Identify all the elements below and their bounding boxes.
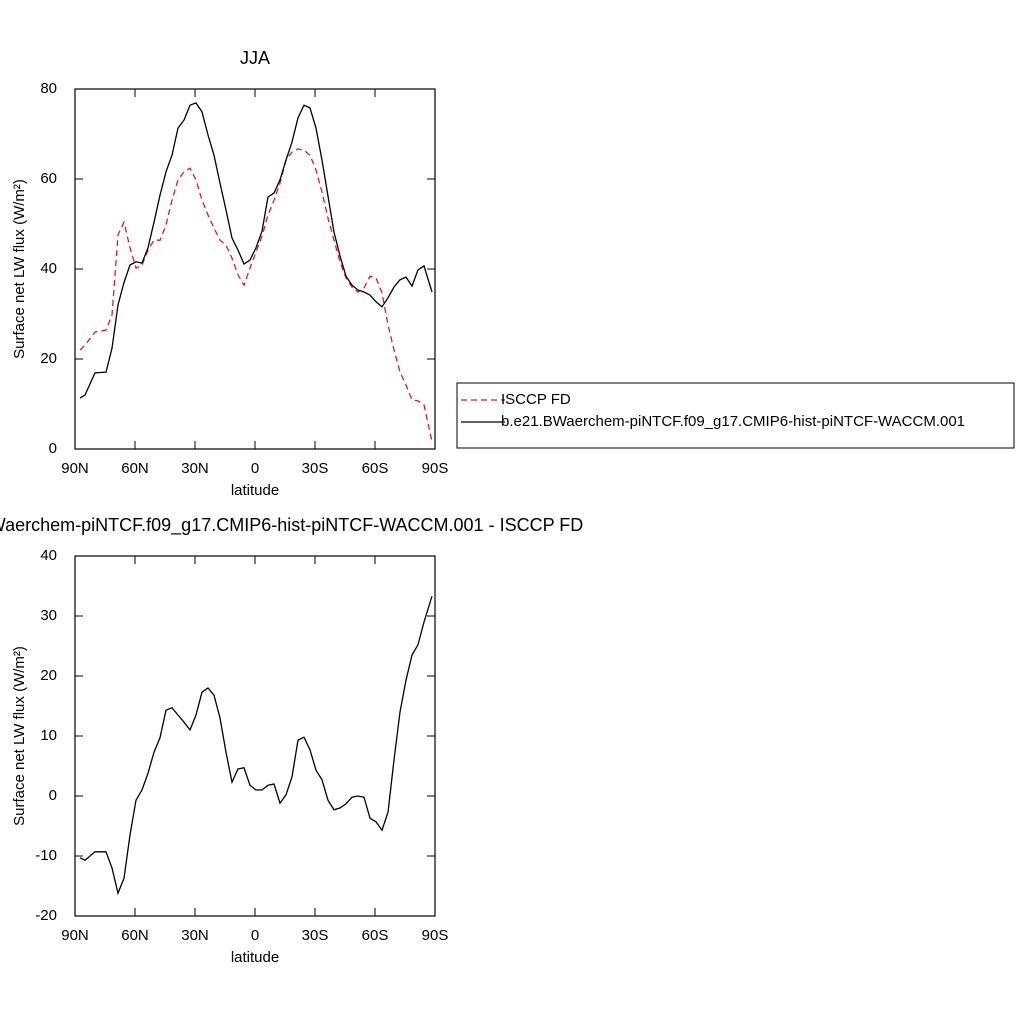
x-tick-label: 30S: [302, 460, 329, 477]
x-axis-label: latitude: [231, 482, 279, 499]
x-tick-label: 90S: [422, 927, 449, 944]
chart-title: JJA: [240, 48, 270, 68]
y-tick-label: 0: [49, 440, 57, 457]
legend-label: ISCCP FD: [501, 391, 571, 408]
y-tick-label: 80: [40, 80, 57, 97]
y-tick-label: -10: [35, 847, 57, 864]
y-tick-label: 60: [40, 170, 57, 187]
plot-frame: [74, 555, 436, 917]
x-tick-label: 60S: [362, 927, 389, 944]
y-tick-label: 40: [40, 547, 57, 564]
x-tick-label: 90N: [61, 927, 89, 944]
legend-label: b.e21.BWaerchem-piNTCF.f09_g17.CMIP6-his…: [501, 413, 965, 430]
x-tick-label: 60N: [121, 460, 149, 477]
x-tick-label: 30N: [181, 460, 209, 477]
x-tick-label: 0: [251, 927, 259, 944]
chart-title: b.e21.BWaerchem-piNTCF.f09_g17.CMIP6-his…: [0, 515, 583, 536]
y-tick-label: 40: [40, 260, 57, 277]
y-tick-label: 20: [40, 667, 57, 684]
data-line: [79, 148, 433, 442]
y-axis-label: Surface net LW flux (W/m²): [11, 179, 28, 359]
y-tick-label: 20: [40, 350, 57, 367]
y-tick-label: -20: [35, 907, 57, 924]
x-tick-label: 30N: [181, 927, 209, 944]
y-tick-label: 0: [49, 787, 57, 804]
y-axis-label: Surface net LW flux (W/m²): [11, 646, 28, 826]
x-tick-label: 30S: [302, 927, 329, 944]
data-line: [79, 102, 433, 399]
legend-box: [456, 382, 1015, 449]
x-tick-label: 90S: [422, 460, 449, 477]
x-tick-label: 0: [251, 460, 259, 477]
x-axis-label: latitude: [231, 949, 279, 966]
x-tick-label: 90N: [61, 460, 89, 477]
x-tick-label: 60S: [362, 460, 389, 477]
y-tick-label: 30: [40, 607, 57, 624]
x-tick-label: 60N: [121, 927, 149, 944]
y-tick-label: 10: [40, 727, 57, 744]
data-line: [79, 596, 433, 896]
